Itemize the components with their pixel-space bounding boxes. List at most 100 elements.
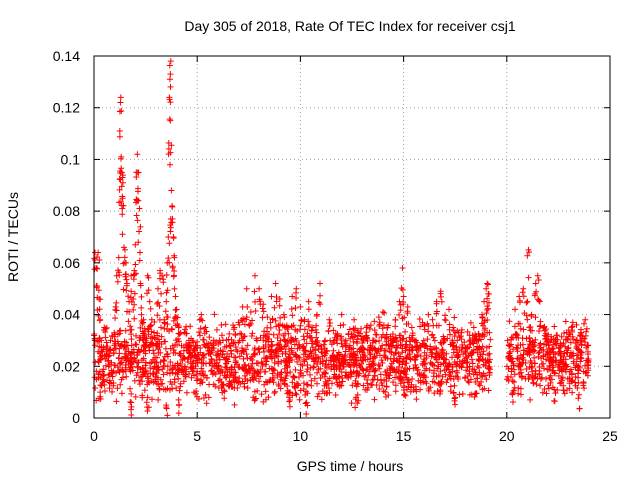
data-point xyxy=(182,372,189,379)
data-point xyxy=(132,270,139,277)
data-point xyxy=(348,400,355,407)
data-point xyxy=(218,385,225,392)
data-point xyxy=(549,345,556,352)
data-point xyxy=(333,375,340,382)
data-point xyxy=(400,355,407,362)
data-point xyxy=(524,350,531,357)
data-point xyxy=(276,341,283,348)
data-point xyxy=(325,385,332,392)
data-point xyxy=(543,356,550,363)
data-point xyxy=(239,347,246,354)
data-point xyxy=(164,350,171,357)
data-point xyxy=(506,343,513,350)
data-point xyxy=(417,386,424,393)
data-point xyxy=(532,367,539,374)
data-point xyxy=(583,369,590,376)
data-point xyxy=(369,376,376,383)
data-point xyxy=(527,323,534,330)
data-point xyxy=(171,315,178,322)
data-point xyxy=(383,383,390,390)
data-point xyxy=(304,381,311,388)
data-point xyxy=(167,71,174,78)
data-point xyxy=(540,352,547,359)
data-point xyxy=(133,372,140,379)
data-point xyxy=(536,298,543,305)
data-point xyxy=(408,344,415,351)
data-point xyxy=(436,390,443,397)
data-point xyxy=(375,346,382,353)
data-point xyxy=(189,360,196,367)
data-point xyxy=(404,376,411,383)
data-point xyxy=(346,342,353,349)
data-point xyxy=(430,322,437,329)
data-point xyxy=(166,327,173,334)
data-point xyxy=(476,382,483,389)
data-point xyxy=(236,353,243,360)
data-point xyxy=(241,380,248,387)
data-point xyxy=(230,374,237,381)
data-point xyxy=(287,369,294,376)
data-point xyxy=(285,355,292,362)
data-point xyxy=(296,345,303,352)
y-tick-label: 0.12 xyxy=(53,100,80,116)
data-point xyxy=(167,161,174,168)
data-point xyxy=(532,336,539,343)
data-point xyxy=(420,358,427,365)
data-point xyxy=(228,364,235,371)
data-point xyxy=(532,314,539,321)
data-point xyxy=(251,371,258,378)
data-point xyxy=(128,390,135,397)
data-point xyxy=(98,382,105,389)
data-point xyxy=(149,335,156,342)
data-point xyxy=(232,359,239,366)
data-point xyxy=(531,354,538,361)
data-point xyxy=(552,357,559,364)
data-point xyxy=(486,356,493,363)
data-point xyxy=(468,356,475,363)
data-point xyxy=(169,203,176,210)
data-point xyxy=(167,359,174,366)
data-point xyxy=(392,336,399,343)
data-point xyxy=(444,376,451,383)
data-point xyxy=(158,333,165,340)
data-point xyxy=(313,360,320,367)
data-point xyxy=(305,306,312,313)
data-point xyxy=(118,390,125,397)
data-point xyxy=(585,365,592,372)
data-point xyxy=(167,224,174,231)
data-point xyxy=(408,324,415,331)
data-point xyxy=(282,350,289,357)
data-point xyxy=(326,316,333,323)
data-point xyxy=(292,384,299,391)
data-point xyxy=(351,316,358,323)
data-point xyxy=(159,380,166,387)
data-point xyxy=(548,359,555,366)
data-point xyxy=(290,373,297,380)
data-point xyxy=(281,323,288,330)
data-point xyxy=(431,367,438,374)
data-point xyxy=(307,371,314,378)
data-point xyxy=(470,324,477,331)
data-point xyxy=(212,383,219,390)
data-point xyxy=(458,329,465,336)
y-tick-label: 0.04 xyxy=(53,307,80,323)
data-point xyxy=(323,357,330,364)
data-point xyxy=(154,332,161,339)
data-point xyxy=(564,336,571,343)
data-point xyxy=(293,295,300,302)
data-point xyxy=(535,350,542,357)
data-point xyxy=(559,374,566,381)
data-point xyxy=(216,376,223,383)
data-point xyxy=(437,368,444,375)
data-point xyxy=(259,305,266,312)
data-point xyxy=(520,326,527,333)
data-point xyxy=(173,306,180,313)
data-point xyxy=(487,336,494,343)
data-point xyxy=(551,323,558,330)
data-point xyxy=(454,337,461,344)
data-point xyxy=(555,372,562,379)
data-point xyxy=(484,306,491,313)
data-point xyxy=(376,321,383,328)
data-point xyxy=(179,356,186,363)
data-point xyxy=(206,360,213,367)
